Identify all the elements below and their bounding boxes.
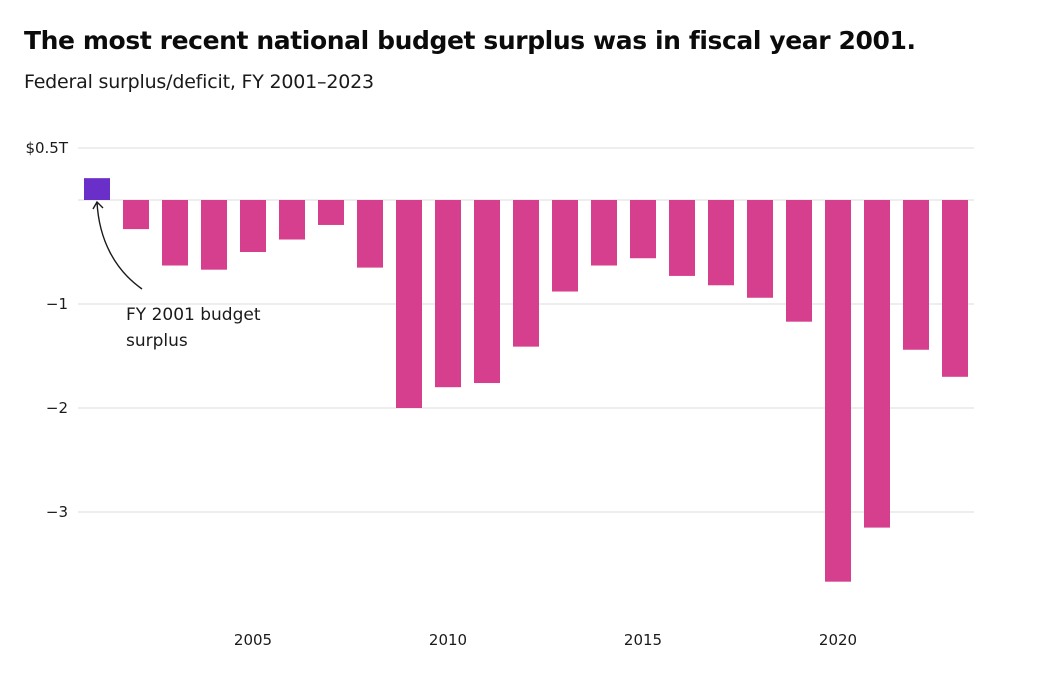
x-axis-ticks: 2005 2010 2015 2020: [234, 631, 857, 649]
bar-2017: [708, 200, 734, 286]
bars: [84, 178, 968, 582]
chart-title: The most recent national budget surplus …: [24, 26, 916, 55]
bar-2018: [747, 200, 773, 298]
y-tick-label: −3: [46, 503, 68, 521]
bar-2013: [552, 200, 578, 292]
bar-2019: [786, 200, 812, 322]
bar-2015: [630, 200, 656, 259]
chart-subtitle: Federal surplus/deficit, FY 2001–2023: [24, 71, 374, 93]
bar-2023: [942, 200, 968, 377]
bar-2006: [279, 200, 305, 240]
annotation-arrow-icon: [96, 201, 143, 290]
x-tick-label: 2020: [819, 631, 857, 649]
bar-2008: [357, 200, 383, 268]
bar-2010: [435, 200, 461, 388]
bar-2021: [864, 200, 890, 528]
bar-2005: [240, 200, 266, 252]
bar-2001: [84, 178, 110, 200]
bar-2003: [162, 200, 188, 266]
y-tick-label: −2: [46, 399, 68, 417]
y-tick-label: −1: [46, 295, 68, 313]
annotation-text-line-1: FY 2001 budget: [126, 305, 261, 325]
x-tick-label: 2015: [624, 631, 662, 649]
bar-2009: [396, 200, 422, 408]
bar-2007: [318, 200, 344, 225]
y-tick-label: $0.5T: [25, 139, 68, 157]
annotation-text-line-2: surplus: [126, 331, 188, 351]
bar-2022: [903, 200, 929, 350]
bar-2012: [513, 200, 539, 347]
bar-2014: [591, 200, 617, 266]
annotation: FY 2001 budget surplus: [92, 200, 261, 351]
annotation-arrowhead-icon: [92, 200, 104, 210]
bar-2011: [474, 200, 500, 384]
bar-2016: [669, 200, 695, 276]
bar-2002: [123, 200, 149, 230]
bar-2020: [825, 200, 851, 582]
x-tick-label: 2005: [234, 631, 272, 649]
y-axis-ticks: $0.5T −1 −2 −3: [25, 139, 68, 521]
bar-2004: [201, 200, 227, 270]
x-tick-label: 2010: [429, 631, 467, 649]
